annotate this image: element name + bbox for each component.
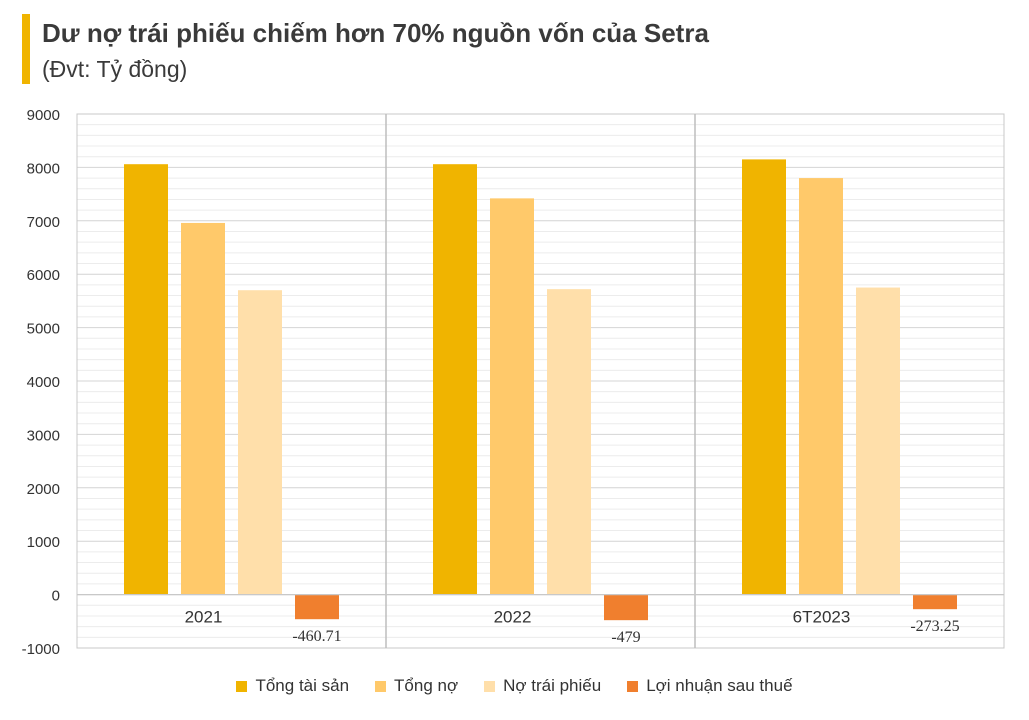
x-category-label: 2021 (185, 608, 223, 627)
bar-1-1 (490, 198, 534, 595)
bar-1-0 (181, 222, 225, 595)
bar-2-0 (238, 290, 282, 595)
legend-swatch (375, 680, 387, 692)
x-category-label: 2022 (494, 608, 532, 627)
legend-label: Lợi nhuận sau thuế (646, 676, 793, 695)
legend-label: Tổng nợ (394, 676, 459, 695)
y-tick-label: 5000 (27, 321, 60, 338)
legend-item-loi-nhuan-sau-thue: Lợi nhuận sau thuế (627, 676, 793, 696)
y-tick-label: 0 (52, 588, 60, 605)
bar-3-1 (604, 594, 648, 621)
legend-swatch (627, 680, 639, 692)
data-label: -479 (611, 629, 640, 646)
legend-swatch (484, 680, 496, 692)
bar-2-1 (547, 289, 591, 595)
y-tick-label: 7000 (27, 214, 60, 231)
bar-3-2 (913, 594, 957, 610)
bar-0-2 (742, 159, 786, 595)
y-tick-label: 2000 (27, 481, 60, 498)
legend-item-tong-tai-san: Tổng tài sản (236, 676, 349, 696)
plot-border (76, 113, 1005, 649)
legend-item-tong-no: Tổng nợ (375, 676, 458, 696)
title-accent-bar (22, 14, 30, 84)
legend-item-no-trai-phieu: Nợ trái phiếu (484, 676, 601, 696)
chart-title: Dư nợ trái phiếu chiếm hơn 70% nguồn vốn… (42, 18, 709, 48)
legend-label: Tổng tài sản (255, 676, 350, 695)
y-tick-label: 8000 (27, 160, 60, 177)
y-tick-label: 9000 (27, 107, 60, 124)
chart-subtitle: (Đvt: Tỷ đồng) (42, 56, 188, 82)
y-tick-label: 1000 (27, 534, 60, 551)
y-tick-label: 3000 (27, 427, 60, 444)
y-tick-label: 4000 (27, 374, 60, 391)
x-category-label: 6T2023 (793, 608, 851, 627)
bar-0-0 (124, 164, 168, 595)
bar-chart: 9000 8000 7000 6000 5000 4000 3000 2000 1000 0 -10… (22, 107, 1005, 658)
legend-label: Nợ trái phiếu (503, 676, 602, 695)
data-label: -273.25 (910, 618, 959, 635)
bar-3-0 (295, 594, 339, 620)
legend: Tổng tài sản Tổng nợ Nợ trái phiếu Lợi n… (0, 676, 1029, 696)
bar-2-2 (856, 287, 900, 595)
data-label: -460.71 (292, 628, 341, 645)
y-tick-label: -1000 (22, 641, 60, 658)
bar-1-2 (799, 178, 843, 595)
y-tick-label: 6000 (27, 267, 60, 284)
legend-swatch (236, 680, 248, 692)
bar-0-1 (433, 164, 477, 595)
